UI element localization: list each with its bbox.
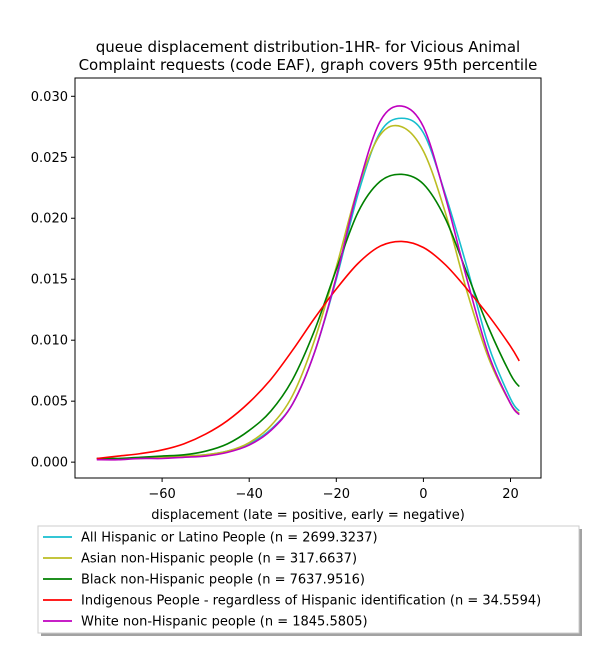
x-tick-label: −60 [148, 487, 175, 502]
x-tick-label: 0 [419, 487, 427, 502]
legend-label: White non-Hispanic people (n = 1845.5805… [81, 615, 368, 630]
y-tick-label: 0.025 [31, 151, 68, 166]
x-axis-label: displacement (late = positive, early = n… [151, 508, 465, 523]
legend-entries: All Hispanic or Latino People (n = 2699.… [43, 531, 541, 630]
x-tick-label: −40 [235, 487, 262, 502]
y-tick-label: 0.005 [31, 395, 68, 410]
legend-box [37, 525, 580, 634]
x-tick-label: −20 [323, 487, 350, 502]
y-tick-label: 0.010 [31, 334, 68, 349]
y-tick-label: 0.000 [31, 456, 68, 471]
series-line-4 [96, 240, 520, 460]
y-tick-label: 0.030 [31, 90, 68, 105]
y-tick-label: 0.015 [31, 273, 68, 288]
legend-label: Asian non-Hispanic people (n = 317.6637) [81, 552, 357, 567]
legend-label: Black non-Hispanic people (n = 7637.9516… [81, 573, 365, 588]
chart-title-line-1: queue displacement distribution-1HR- for… [96, 38, 520, 56]
x-axis: −60 −40 −20 0 20 [148, 478, 519, 502]
chart-title-line-2: Complaint requests (code EAF), graph cov… [79, 56, 538, 74]
series-line-5 [96, 105, 520, 461]
series-line-1 [96, 117, 520, 460]
series-line-3 [96, 173, 520, 460]
legend-label: All Hispanic or Latino People (n = 2699.… [81, 531, 378, 546]
series-line-2 [96, 124, 520, 460]
legend: All Hispanic or Latino People (n = 2699.… [37, 525, 582, 636]
legend-label: Indigenous People - regardless of Hispan… [81, 594, 541, 609]
plot-frame [74, 77, 542, 479]
x-tick-label: 20 [502, 487, 519, 502]
y-tick-label: 0.020 [31, 212, 68, 227]
series-layer [96, 105, 520, 461]
y-axis: 0.000 0.005 0.010 0.015 0.020 0.025 0.030 [31, 90, 75, 471]
